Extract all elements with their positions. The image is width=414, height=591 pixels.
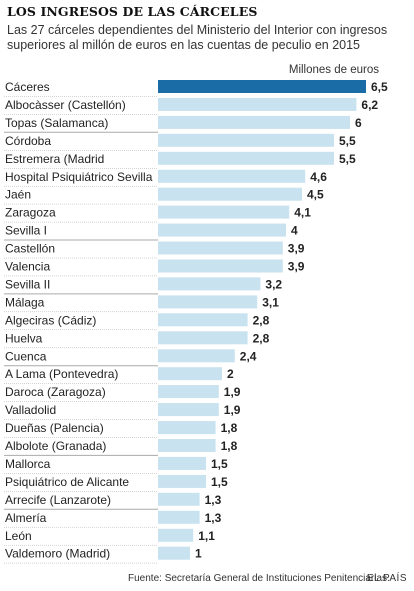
- value-label: 1,5: [211, 457, 228, 471]
- category-label: Psiquiátrico de Alicante: [5, 475, 129, 489]
- bar: [158, 421, 216, 435]
- bar: [158, 403, 219, 417]
- source-note: Fuente: Secretaría General de Institucio…: [128, 573, 390, 584]
- bar: [158, 439, 216, 452]
- category-label: Castellón: [5, 242, 55, 256]
- value-label: 6,2: [361, 98, 378, 112]
- bar: [158, 169, 306, 183]
- value-label: 1: [195, 547, 202, 561]
- category-label: Zaragoza: [5, 206, 56, 220]
- bar-chart: Cáceres 6,5 Albocàsser (Castellón) 6,2 Topas…: [4, 80, 388, 564]
- category-label: Topas (Salamanca): [5, 116, 108, 130]
- value-label: 4,1: [294, 206, 311, 220]
- value-label: 2: [227, 367, 234, 381]
- category-label: Valencia: [5, 260, 50, 274]
- value-label: 6: [355, 116, 362, 130]
- value-label: 2,8: [253, 331, 270, 345]
- value-label: 6,5: [371, 80, 388, 94]
- category-label: Estremera (Madrid: [5, 152, 104, 166]
- category-label: Sevilla I: [5, 224, 47, 238]
- bar: [158, 313, 248, 327]
- value-label: 5,5: [339, 152, 356, 166]
- bar: [158, 349, 235, 363]
- chart-title: LOS INGRESOS DE LAS CÁRCELES: [7, 4, 258, 19]
- category-label: Cuenca: [5, 349, 47, 363]
- category-label: Almería: [5, 511, 47, 525]
- bar: [158, 133, 334, 147]
- value-label: 1,8: [221, 439, 238, 453]
- bar: [158, 474, 206, 488]
- value-label: 1,9: [224, 403, 241, 417]
- bar: [158, 546, 190, 560]
- bar: [158, 115, 350, 129]
- category-label: Málaga: [5, 295, 45, 309]
- bar: [158, 97, 357, 111]
- brand-logo: EL PAÍS: [366, 573, 407, 584]
- value-label: 3,9: [288, 242, 305, 256]
- category-label: Albolote (Granada): [5, 439, 106, 453]
- value-label: 1,1: [198, 529, 215, 543]
- bar: [158, 385, 219, 399]
- bar: [158, 367, 222, 381]
- value-label: 5,5: [339, 134, 356, 148]
- bar: [158, 510, 200, 524]
- bar: [158, 223, 286, 237]
- category-label: Huelva: [5, 331, 43, 345]
- bar: [158, 295, 258, 309]
- bar: [158, 331, 248, 345]
- bar: [158, 187, 302, 201]
- bar: [158, 151, 334, 165]
- value-label: 1,5: [211, 475, 228, 489]
- category-label: Cáceres: [5, 80, 50, 94]
- value-label: 4,6: [310, 170, 327, 184]
- category-label: A Lama (Pontevedra): [5, 367, 118, 381]
- category-label: Sevilla II: [5, 277, 50, 291]
- bar: [158, 205, 290, 219]
- bar: [158, 277, 261, 291]
- value-label: 3,1: [262, 295, 279, 309]
- value-label: 1,9: [224, 385, 241, 399]
- category-label: Mallorca: [5, 457, 51, 471]
- category-label: Dueñas (Palencia): [5, 421, 104, 435]
- bar: [158, 80, 366, 93]
- category-label: Albocàsser (Castellón): [5, 98, 126, 112]
- value-label: 3,2: [265, 277, 282, 291]
- unit-label: Millones de euros: [288, 64, 379, 76]
- category-label: Hospital Psiquiátrico Sevilla: [5, 170, 153, 184]
- value-label: 1,8: [221, 421, 238, 435]
- category-label: León: [5, 529, 32, 543]
- bar: [158, 241, 283, 255]
- category-label: Córdoba: [5, 134, 51, 148]
- category-label: Arrecife (Lanzarote): [5, 493, 111, 507]
- value-label: 2,8: [253, 313, 270, 327]
- value-label: 2,4: [240, 349, 257, 363]
- value-label: 3,9: [288, 260, 305, 274]
- value-label: 4,5: [307, 188, 324, 202]
- category-label: Jaén: [5, 188, 31, 202]
- category-label: Algeciras (Cádiz): [5, 313, 96, 327]
- value-label: 1,3: [205, 493, 222, 507]
- category-label: Valladolid: [5, 403, 56, 417]
- category-label: Valdemoro (Madrid): [5, 547, 110, 561]
- bar: [158, 259, 283, 273]
- category-label: Daroca (Zaragoza): [5, 385, 106, 399]
- chart-subtitle: Las 27 cárceles dependientes del Ministe…: [7, 23, 388, 52]
- value-label: 1,3: [205, 511, 222, 525]
- bar: [158, 456, 206, 470]
- bar: [158, 492, 200, 506]
- bar: [158, 528, 194, 542]
- value-label: 4: [291, 224, 298, 238]
